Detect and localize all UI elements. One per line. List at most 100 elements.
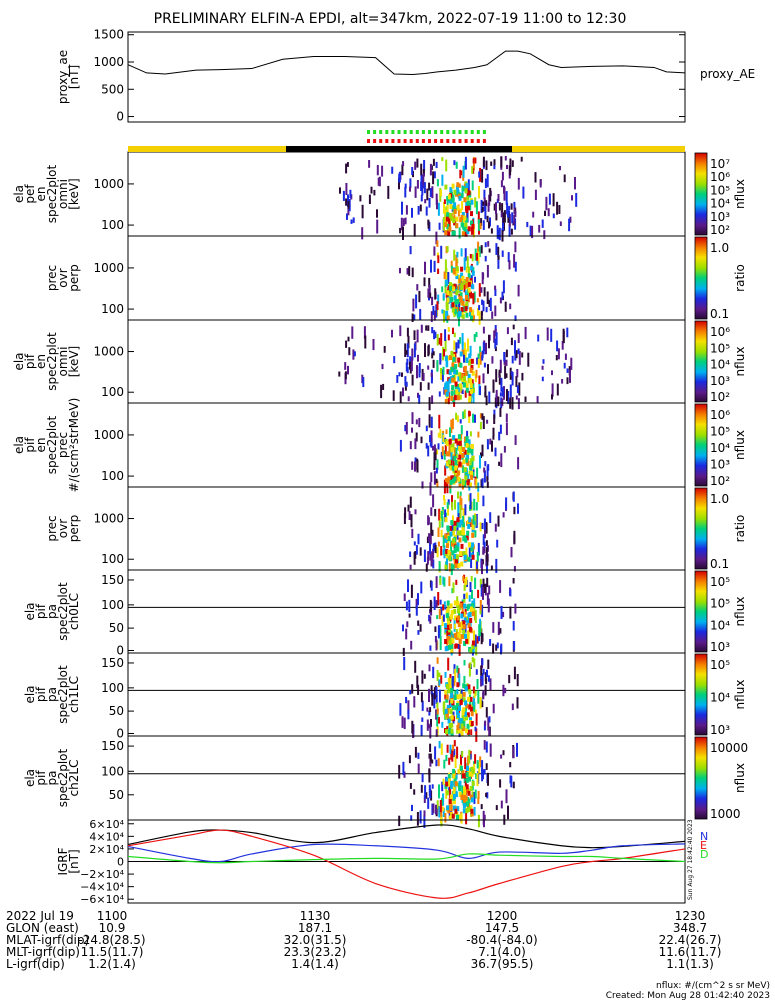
spectrogram-cell [441, 174, 444, 186]
spectrogram-cell [511, 355, 514, 364]
spectrogram-cell [468, 662, 471, 677]
spectrogram-cell [504, 687, 507, 694]
spectrogram-cell [472, 293, 475, 305]
spectrogram-cell [458, 530, 462, 536]
spectrogram-cell [474, 726, 477, 732]
spectrogram-cell [417, 206, 420, 215]
spectrogram-cell [453, 160, 456, 166]
spectrogram-cell [456, 546, 460, 552]
spectrogram-cell [534, 172, 537, 183]
spectrogram-cell [423, 815, 426, 828]
colorbar-scale [694, 152, 708, 236]
ylabel-line: en [34, 354, 48, 369]
spectrogram-cell [450, 698, 454, 704]
spectrogram-cell [424, 785, 427, 799]
spectrogram-cell [402, 624, 404, 632]
spectrogram-cell [448, 286, 452, 292]
spectrogram-cell [476, 636, 479, 644]
spectrogram-cell [455, 216, 459, 222]
spectrogram-cell [463, 279, 466, 293]
spectrogram-cell [456, 665, 459, 673]
spectrogram-cell [463, 534, 466, 540]
spectrogram-cell [544, 210, 546, 216]
footer-row-value: 147.5 [485, 921, 519, 935]
spectrogram-cell [492, 435, 495, 440]
spectrogram-cell [420, 163, 423, 176]
spectrogram-cell [470, 211, 473, 217]
spectrogram-cell [448, 525, 452, 531]
spectrogram-cell [430, 507, 433, 516]
spectrogram-cell [460, 754, 462, 766]
spectrogram-cell [466, 480, 470, 486]
ylabel-line: prec [45, 515, 59, 541]
spectrogram-cell [508, 260, 511, 270]
spectrogram-cell [467, 542, 471, 548]
spectrogram-cell [442, 807, 445, 817]
spectrogram-cell [453, 748, 456, 758]
spectrogram-cell [515, 350, 518, 359]
ylabel-line: perp [67, 515, 81, 543]
spectrogram-cell [433, 596, 436, 610]
spectrogram-cell [488, 727, 491, 736]
spectrogram-cell [459, 634, 463, 639]
spectrogram-cell [450, 812, 454, 817]
spectrogram-cell [499, 407, 502, 417]
spectrogram-cell [400, 217, 403, 231]
spectrogram-cell [509, 165, 512, 176]
spectrogram-cell [518, 351, 521, 365]
spectrogram-cell [481, 604, 484, 618]
spectrogram-cell [506, 327, 509, 335]
spectrogram-cell [459, 362, 463, 368]
spectrogram-cell [494, 447, 497, 457]
spectrogram-cell [509, 588, 512, 597]
spectrogram-cell [467, 281, 471, 287]
spectrogram-cell [445, 268, 448, 282]
ylabel-line: pif [23, 353, 37, 369]
spectrogram-cell [441, 616, 444, 626]
ylabel-line: en [34, 187, 48, 202]
spectrogram-cell [472, 158, 475, 164]
spectrogram-cell [461, 526, 465, 532]
spectrogram-cell [406, 358, 409, 366]
spectrogram-cell [470, 711, 474, 717]
marker-green [482, 130, 486, 134]
spectrogram-cell [398, 815, 401, 827]
spectrogram-cell [429, 435, 431, 443]
spectrogram-cell [467, 556, 471, 562]
spectrogram-cell [451, 377, 455, 383]
spectrogram-cell [447, 272, 450, 285]
spectrogram-cell [466, 766, 469, 772]
spectrogram-cell [345, 198, 348, 206]
spectrogram-cell [457, 362, 461, 367]
spectrogram-cell [551, 394, 553, 400]
spectrogram-cell [438, 679, 441, 686]
spectrogram-cell [419, 308, 422, 321]
spectrogram-cell [350, 219, 353, 224]
colorbar-tick-label: 10⁶ [710, 325, 730, 339]
spectrogram-cell [420, 692, 423, 703]
spectrogram-cell [482, 220, 485, 230]
spectrogram-cell [465, 208, 469, 213]
spectrogram-cell [352, 349, 355, 360]
spectrogram-cell [405, 628, 408, 640]
spectrogram-cell [448, 370, 452, 376]
spectrogram-cell [434, 331, 437, 339]
spectrogram-cell [441, 157, 444, 162]
spectrogram-cell [454, 271, 458, 276]
spectrogram-cell [469, 493, 472, 503]
spectrogram-cell [461, 373, 465, 379]
spectrogram-cell [469, 717, 472, 723]
spectrogram-cell [488, 585, 491, 595]
spectrogram-cell [474, 197, 477, 208]
spectrogram-cell [416, 180, 419, 189]
spectrogram-cell [473, 658, 476, 668]
spectrogram-cell [569, 369, 571, 383]
spectrogram-cell [450, 448, 453, 463]
spectrogram-cell [477, 589, 480, 599]
spectrogram-cell [475, 201, 478, 215]
spectrogram-cell [480, 804, 483, 810]
spectrogram-cell [500, 180, 503, 188]
spectrogram-cell [409, 551, 412, 557]
spectrogram-cell [345, 340, 348, 348]
